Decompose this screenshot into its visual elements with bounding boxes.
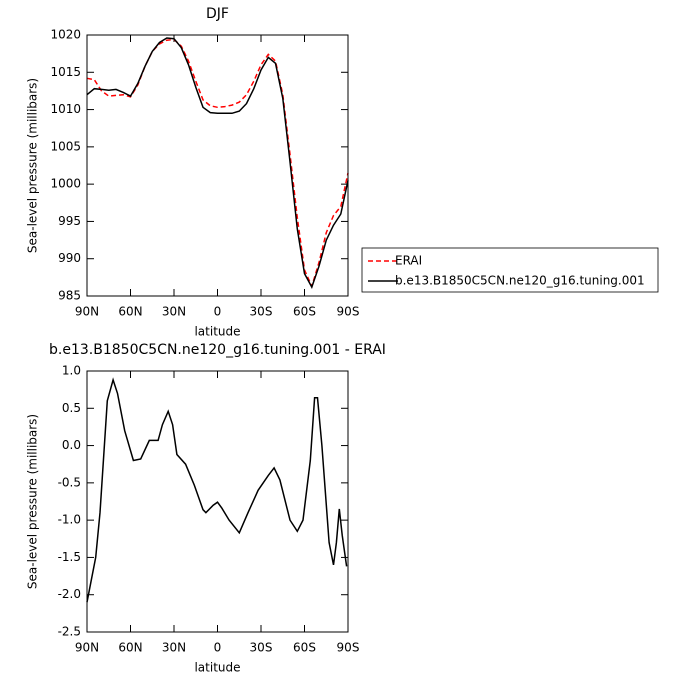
plot-frame [86, 370, 349, 633]
legend-box [361, 247, 659, 293]
x-axis-label: latitude [194, 325, 240, 339]
legend-label: ERAI [395, 254, 422, 268]
x-tick-label: 60S [293, 641, 316, 655]
y-tick-label: 985 [58, 289, 81, 303]
chart-title: b.e13.B1850C5CN.ne120_g16.tuning.001 - E… [49, 342, 386, 358]
x-tick-label: 60N [118, 641, 142, 655]
y-tick-label: 1015 [50, 65, 81, 79]
data-line [86, 37, 349, 289]
x-tick-label: 30N [162, 305, 186, 319]
y-tick-label: -2.5 [58, 625, 81, 639]
y-tick-label: 1.0 [62, 364, 81, 378]
x-tick-label: 0 [214, 305, 222, 319]
y-tick-label: 1005 [50, 139, 81, 153]
x-tick-label: 0 [214, 641, 222, 655]
y-tick-label: 1020 [50, 28, 81, 42]
y-axis-label: Sea-level pressure (millibars) [26, 78, 40, 253]
y-tick-label: -1.5 [58, 550, 81, 564]
x-tick-label: 30S [250, 641, 273, 655]
y-tick-label: -0.5 [58, 475, 81, 489]
y-tick-label: 0.0 [62, 438, 81, 452]
y-tick-label: 1000 [50, 177, 81, 191]
data-line [86, 38, 349, 289]
x-tick-label: 30S [250, 305, 273, 319]
y-tick-label: 990 [58, 251, 81, 265]
y-tick-label: 0.5 [62, 401, 81, 415]
x-tick-label: 90N [75, 641, 99, 655]
y-tick-label: -2.0 [58, 587, 81, 601]
x-tick-label: 30N [162, 641, 186, 655]
y-tick-label: -1.0 [58, 513, 81, 527]
legend-label: b.e13.B1850C5CN.ne120_g16.tuning.001 [395, 274, 645, 288]
x-tick-label: 90S [337, 305, 360, 319]
data-line [86, 377, 348, 603]
x-tick-label: 90N [75, 305, 99, 319]
x-tick-label: 60N [118, 305, 142, 319]
y-axis-label: Sea-level pressure (millibars) [26, 414, 40, 589]
x-tick-label: 60S [293, 305, 316, 319]
plot-frame [86, 34, 349, 297]
y-tick-label: 1010 [50, 102, 81, 116]
chart-title: DJF [206, 6, 229, 22]
x-tick-label: 90S [337, 641, 360, 655]
y-tick-label: 995 [58, 214, 81, 228]
x-axis-label: latitude [194, 661, 240, 675]
